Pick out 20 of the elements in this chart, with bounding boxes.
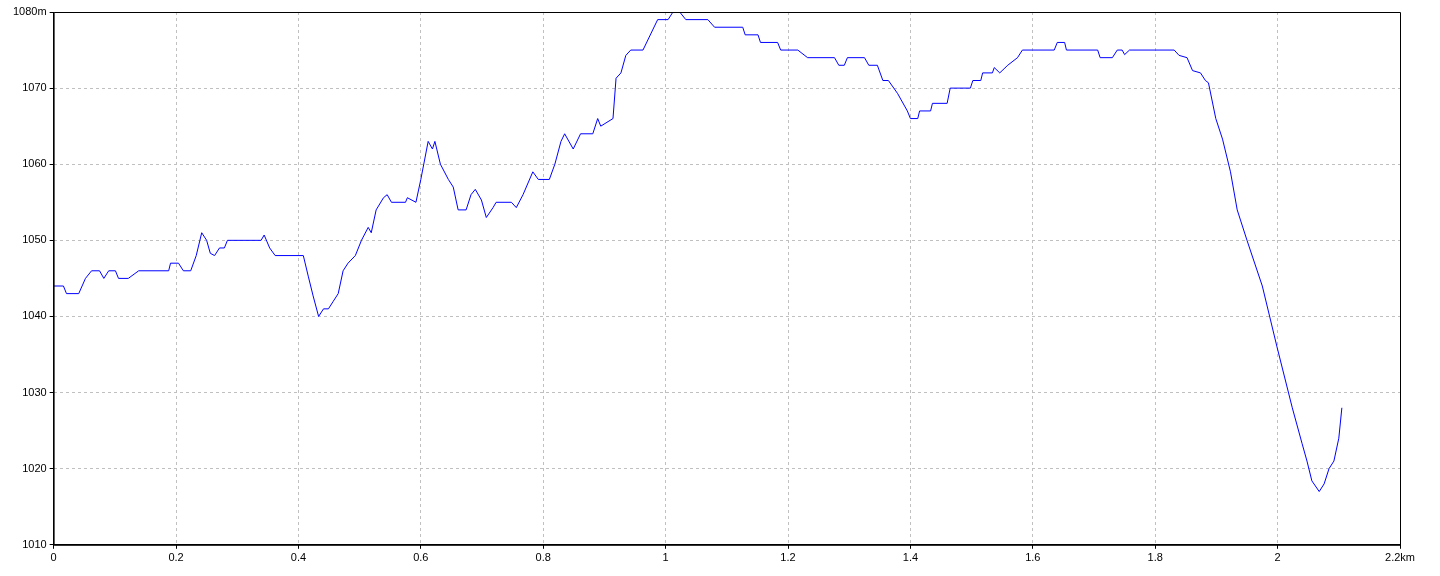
x-tick-label: 2 [1274, 551, 1281, 564]
x-tick-label: 2.2km [1385, 551, 1415, 564]
x-tick-label: 0.2 [168, 551, 184, 564]
x-tick-label: 1.2 [780, 551, 796, 564]
y-tick-label: 1040 [22, 309, 47, 322]
x-tick-label: 0.8 [535, 551, 551, 564]
x-tick-label: 0 [50, 551, 57, 564]
x-tick-label: 0.6 [413, 551, 429, 564]
x-tick-label: 1 [662, 551, 669, 564]
y-tick-label: 1030 [22, 385, 47, 398]
y-tick-label: 1050 [22, 233, 47, 246]
x-tick-label: 1.6 [1025, 551, 1041, 564]
y-tick-label: 1070 [22, 81, 47, 94]
x-tick-label: 1.8 [1147, 551, 1163, 564]
y-tick-label: 1060 [22, 157, 47, 170]
y-tick-label: 1080m [12, 5, 47, 18]
x-tick-label: 1.4 [902, 551, 919, 564]
y-tick-label: 1010 [22, 537, 47, 550]
x-tick-label: 0.4 [290, 551, 307, 564]
y-tick-label: 1020 [22, 461, 47, 474]
